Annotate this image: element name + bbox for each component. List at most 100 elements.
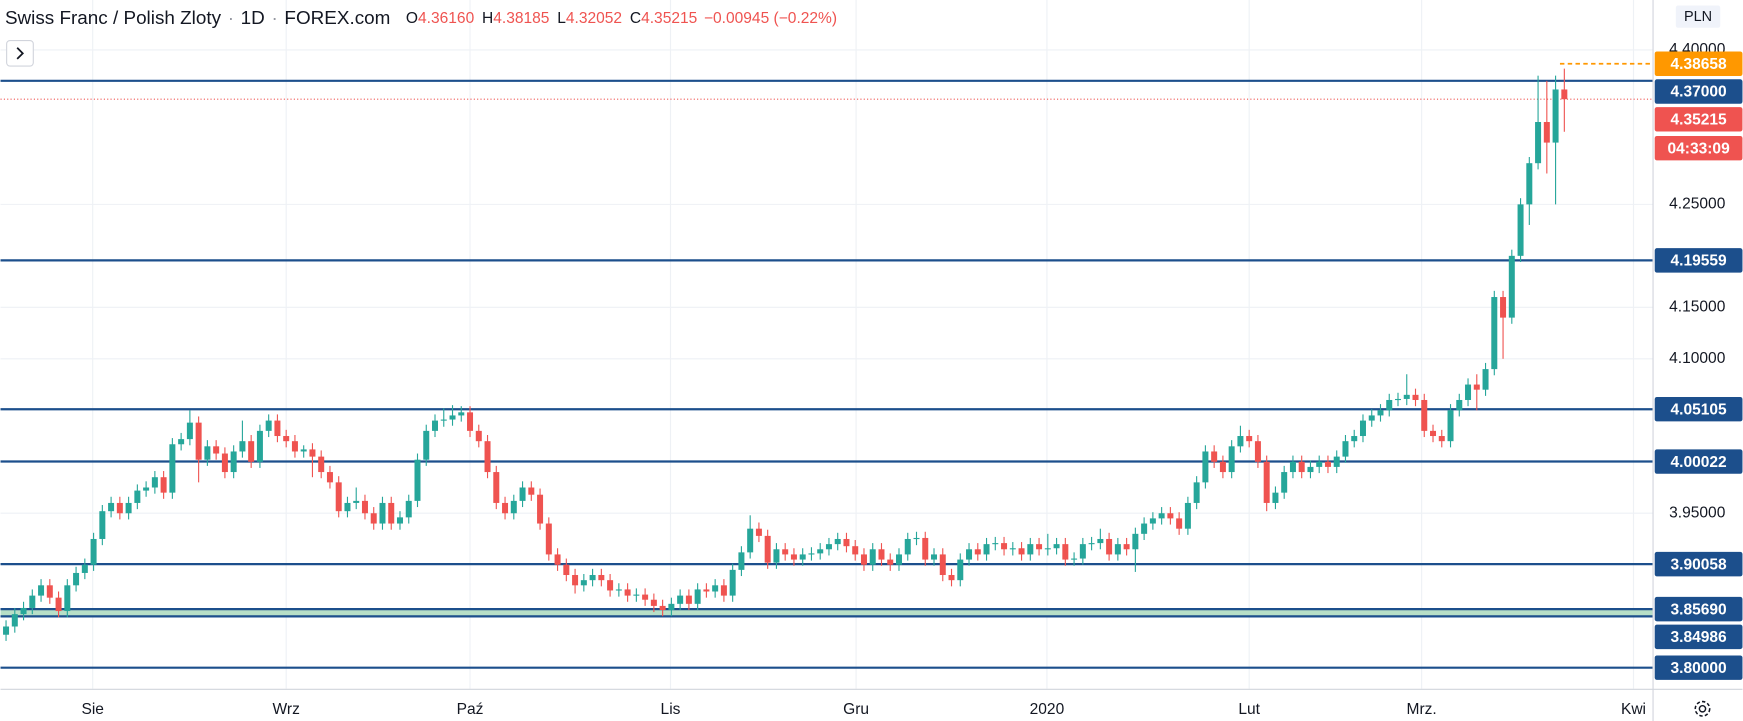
x-tick-label: Mrz. — [1407, 701, 1437, 718]
candle-body — [484, 441, 491, 473]
candle-body — [738, 552, 745, 570]
candle-body — [799, 554, 806, 560]
price-label: 3.85690 — [1670, 601, 1727, 618]
candle-body — [1456, 399, 1463, 411]
price-label: 3.84986 — [1670, 629, 1727, 646]
candle-body — [860, 554, 867, 565]
candle-body — [186, 422, 193, 440]
currency-badge[interactable]: PLN — [1675, 5, 1721, 28]
settings-button[interactable] — [1694, 700, 1711, 717]
candle-body — [318, 456, 325, 473]
candle-body — [230, 451, 237, 473]
candle-body — [1500, 297, 1507, 318]
candle-body — [1097, 538, 1104, 544]
candle-body — [73, 572, 80, 586]
separator: · — [271, 8, 277, 29]
candle-body — [1543, 122, 1550, 143]
gear-hub[interactable] — [1698, 704, 1707, 713]
price-label-box — [1654, 596, 1743, 622]
candle-body — [1561, 89, 1568, 100]
candle-body — [335, 482, 342, 512]
gear-outline[interactable] — [1694, 700, 1711, 717]
chevron-icon[interactable] — [16, 47, 24, 60]
candle-body — [633, 594, 640, 596]
candle-body — [983, 544, 990, 555]
candle-body — [46, 585, 53, 598]
candle-body — [773, 549, 780, 563]
candle-body — [528, 487, 535, 495]
candle-body — [1123, 544, 1130, 550]
candle-body — [519, 487, 526, 501]
candles — [3, 68, 1568, 641]
price-label: 4.37000 — [1670, 84, 1727, 101]
price-label-box — [1654, 135, 1743, 161]
candle-body — [55, 597, 62, 612]
candle-body — [248, 441, 255, 462]
candle-body — [1254, 441, 1261, 462]
candle-body — [782, 549, 789, 555]
candle-body — [922, 537, 929, 560]
x-tick-label: Lis — [661, 701, 681, 718]
currency-box[interactable] — [1675, 5, 1721, 28]
candle-body — [300, 449, 307, 452]
candle-body — [449, 415, 456, 420]
candle-body — [274, 420, 281, 437]
candle-body — [1430, 430, 1437, 437]
candle-body — [1044, 548, 1051, 550]
ohlc-value: 4.36160 — [418, 10, 475, 27]
button-frame[interactable] — [6, 39, 34, 67]
candle-body — [1526, 163, 1533, 205]
separator: · — [228, 8, 234, 29]
x-tick-label: Gru — [843, 701, 869, 718]
candle-body — [904, 538, 911, 555]
candle-body — [852, 546, 859, 555]
ohlc-key: C — [630, 10, 641, 27]
candle-body — [1167, 513, 1174, 519]
candle-body — [20, 607, 27, 615]
candle-body — [388, 502, 395, 524]
candle-body — [11, 614, 18, 627]
candle-body — [291, 441, 298, 452]
candle-body — [1438, 436, 1445, 442]
candle-body — [440, 419, 447, 421]
candle-body — [160, 477, 167, 493]
candle-body — [1062, 544, 1069, 560]
price-label: 3.90058 — [1670, 556, 1727, 573]
price-label: 4.35215 — [1670, 112, 1727, 129]
candle-body — [545, 523, 552, 555]
candle-body — [694, 589, 701, 604]
symbol: Swiss Franc / Polish Zloty — [5, 8, 222, 29]
candle-body — [1351, 436, 1358, 442]
candle-body — [204, 446, 211, 460]
price-label: 4.38658 — [1670, 56, 1727, 73]
candle-body — [729, 569, 736, 596]
candle-body — [1106, 538, 1113, 555]
candle-body — [668, 603, 675, 611]
ohlc-key: H — [482, 10, 493, 27]
candle-body — [974, 549, 981, 555]
candle-body — [1132, 533, 1139, 550]
candle-body — [537, 494, 544, 524]
currency-label[interactable]: PLN — [1684, 9, 1712, 25]
price-label-box — [1654, 551, 1743, 577]
collapse-button[interactable] — [6, 39, 34, 67]
price-label-box — [1654, 449, 1743, 474]
candle-body — [1281, 472, 1288, 493]
candle-body — [755, 528, 762, 536]
candle-body — [1307, 466, 1314, 473]
candle-body — [808, 553, 815, 555]
candle-body — [423, 430, 430, 460]
candle-body — [931, 554, 938, 560]
candle-body — [1491, 297, 1498, 370]
candle-body — [1298, 461, 1305, 473]
candle-body — [703, 589, 710, 592]
candle-body — [1342, 441, 1349, 457]
candle-body — [29, 595, 36, 608]
candle-body — [1088, 543, 1095, 545]
candle-body — [966, 549, 973, 560]
candle-body — [125, 502, 132, 514]
levels — [0, 62, 1653, 669]
